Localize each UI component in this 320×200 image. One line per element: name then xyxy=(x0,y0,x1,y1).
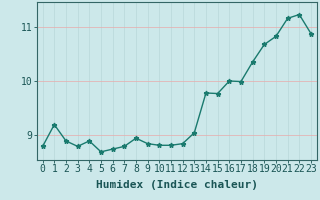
X-axis label: Humidex (Indice chaleur): Humidex (Indice chaleur) xyxy=(96,180,258,190)
